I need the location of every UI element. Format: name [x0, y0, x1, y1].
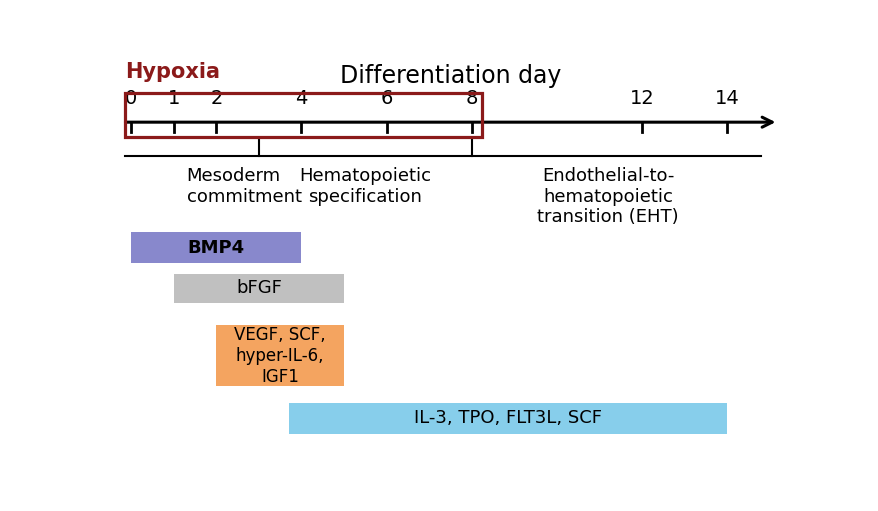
Text: Hematopoietic
specification: Hematopoietic specification	[299, 167, 431, 205]
Bar	[174, 274, 343, 303]
Text: 4: 4	[295, 88, 307, 107]
Text: 12: 12	[629, 88, 654, 107]
Text: 1: 1	[168, 88, 180, 107]
Text: 8: 8	[465, 88, 478, 107]
Bar	[288, 403, 726, 434]
Text: Endothelial-to-
hematopoietic
transition (EHT): Endothelial-to- hematopoietic transition…	[536, 167, 678, 226]
Bar	[125, 93, 482, 137]
Text: IL-3, TPO, FLT3L, SCF: IL-3, TPO, FLT3L, SCF	[414, 409, 601, 427]
Text: 0: 0	[125, 88, 137, 107]
Text: Mesoderm
commitment: Mesoderm commitment	[186, 167, 301, 205]
Text: BMP4: BMP4	[188, 239, 245, 257]
Text: 6: 6	[380, 88, 392, 107]
Text: Differentiation day: Differentiation day	[340, 64, 560, 88]
Bar	[216, 326, 343, 386]
Text: VEGF, SCF,
hyper-IL-6,
IGF1: VEGF, SCF, hyper-IL-6, IGF1	[234, 326, 326, 386]
Text: 2: 2	[210, 88, 222, 107]
Text: bFGF: bFGF	[235, 280, 282, 297]
Bar	[131, 233, 301, 263]
Text: 14: 14	[714, 88, 738, 107]
Text: Hypoxia: Hypoxia	[125, 62, 220, 82]
